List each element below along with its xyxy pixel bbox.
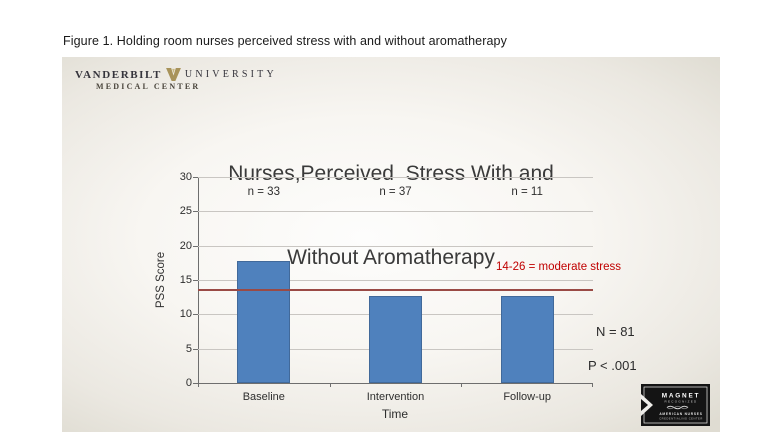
- y-tick-label: 5: [185, 342, 192, 355]
- y-tick-mark: [193, 211, 198, 213]
- y-tick-label: 30: [179, 171, 192, 183]
- y-tick-mark: [193, 245, 198, 247]
- y-tick-mark: [193, 314, 198, 316]
- y-axis-title: PSS Score: [155, 251, 167, 309]
- x-axis-line: [198, 383, 593, 384]
- gridline: [198, 245, 593, 247]
- sample-size-annotation: N = 81: [596, 324, 635, 339]
- x-axis-category-label: Intervention: [366, 391, 425, 403]
- badge-name: MAGNET: [662, 393, 701, 400]
- y-tick-label: 20: [179, 239, 192, 252]
- y-axis-tick-labels: 0 5 10 15 20 25 30: [162, 171, 192, 389]
- x-axis-category-label: Baseline: [242, 391, 285, 403]
- reference-line-label: 14-26 = moderate stress: [496, 261, 621, 273]
- bar-intervention: [369, 296, 422, 383]
- y-tick-mark: [193, 177, 198, 178]
- x-tick-mark: [198, 383, 199, 387]
- y-tick-label: 25: [179, 205, 192, 218]
- vanderbilt-logo: VANDERBILT UNIVERSITY MEDICAL CENTER: [75, 68, 277, 91]
- y-tick-mark: [193, 383, 198, 384]
- plot-area: 14-26 = moderate stress n = 33 Baseline n …: [193, 177, 621, 403]
- p-value-annotation: P < .001: [588, 358, 637, 373]
- chart-title-line1: Nurses,Perceived Stress With and: [228, 162, 554, 185]
- badge-org-line2: CREDENTIALING CENTER: [659, 417, 703, 421]
- y-tick-mark: [193, 348, 198, 350]
- bar-baseline: [237, 261, 291, 383]
- chart-title-line2: Without Aromatherapy: [287, 246, 495, 269]
- logo-institution-name: VANDERBILT: [75, 68, 162, 81]
- slide: VANDERBILT UNIVERSITY MEDICAL CENTER Nur…: [62, 57, 720, 432]
- logo-medical-center-label: MEDICAL CENTER: [96, 82, 201, 91]
- badge-subtitle: RECOGNIZED: [664, 399, 697, 403]
- x-tick-mark: [461, 383, 463, 387]
- x-tick-mark: [592, 383, 593, 387]
- gridline: [198, 177, 593, 178]
- x-axis-category-label: Follow-up: [503, 391, 551, 403]
- y-tick-label: 15: [179, 274, 192, 286]
- gridline: [198, 280, 593, 281]
- figure-caption: Figure 1. Holding room nurses perceived …: [63, 34, 507, 48]
- reference-line: [198, 288, 593, 292]
- logo-university-label: UNIVERSITY: [184, 69, 277, 80]
- magnet-recognized-badge: MAGNET RECOGNIZED AMERICAN NURSES CREDEN…: [641, 384, 710, 426]
- x-tick-mark: [329, 383, 331, 387]
- bar-count-label: n = 11: [511, 186, 543, 198]
- badge-org-line1: AMERICAN NURSES: [659, 412, 702, 416]
- bar-count-label: n = 33: [247, 186, 280, 198]
- chart-title: Nurses,Perceived Stress With and Without…: [62, 104, 720, 328]
- y-tick-mark: [193, 280, 198, 281]
- y-tick-label: 10: [179, 308, 192, 321]
- x-axis-title: Time: [381, 407, 409, 421]
- y-tick-label: 0: [185, 377, 192, 389]
- gridline: [198, 211, 593, 213]
- badge-rope-icon: [666, 405, 689, 410]
- bar-count-label: n = 37: [379, 186, 412, 198]
- bar-follow-up: [500, 295, 554, 383]
- vanderbilt-v-shield-icon: [165, 68, 181, 81]
